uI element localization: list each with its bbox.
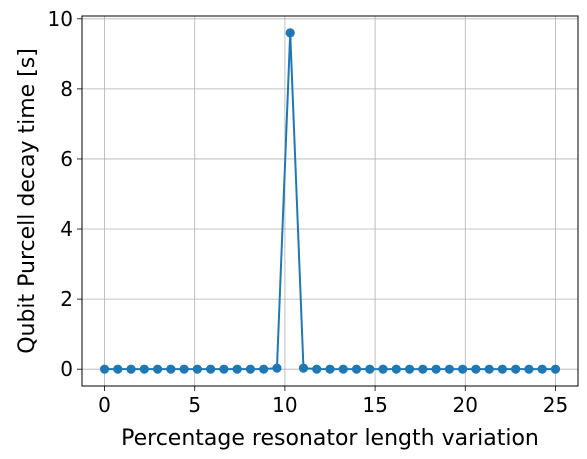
data-point bbox=[391, 364, 401, 374]
y-tick-label: 2 bbox=[60, 287, 73, 311]
data-point bbox=[126, 364, 136, 374]
tick-layer: 0 5 10 15 20 25 0 2 4 6 8 10 bbox=[48, 7, 569, 417]
data-point bbox=[484, 364, 494, 374]
x-tick-label: 20 bbox=[453, 393, 478, 417]
data-point bbox=[444, 364, 454, 374]
data-point bbox=[550, 364, 561, 374]
y-tick-label: 10 bbox=[48, 7, 73, 31]
data-point bbox=[325, 364, 335, 374]
grid-lines bbox=[82, 16, 578, 386]
data-point bbox=[312, 364, 322, 374]
data-point bbox=[179, 364, 189, 374]
data-point bbox=[497, 364, 508, 374]
data-point bbox=[259, 364, 269, 374]
data-point bbox=[285, 28, 295, 38]
data-point bbox=[404, 364, 415, 374]
data-point bbox=[166, 364, 176, 374]
data-point bbox=[458, 364, 468, 374]
data-point bbox=[99, 364, 110, 374]
data-point bbox=[245, 364, 256, 374]
y-tick-label: 6 bbox=[60, 147, 73, 171]
series-layer bbox=[99, 28, 561, 374]
x-tick-label: 5 bbox=[188, 393, 201, 417]
data-point bbox=[139, 364, 149, 374]
data-point bbox=[272, 363, 282, 373]
data-point bbox=[152, 364, 163, 374]
x-tick-label: 15 bbox=[362, 393, 387, 417]
data-point bbox=[511, 364, 521, 374]
y-tick-label: 4 bbox=[60, 217, 73, 241]
data-point bbox=[192, 364, 202, 374]
y-tick-label: 0 bbox=[60, 357, 73, 381]
data-point bbox=[418, 364, 428, 374]
x-tick-label: 0 bbox=[98, 393, 111, 417]
data-point bbox=[113, 364, 123, 374]
data-point bbox=[378, 364, 388, 374]
data-point bbox=[338, 364, 348, 374]
data-point bbox=[537, 364, 547, 374]
x-tick-label: 10 bbox=[272, 393, 297, 417]
plot-frame bbox=[81, 15, 579, 387]
y-tick-label: 8 bbox=[60, 77, 73, 101]
data-point bbox=[524, 364, 534, 374]
data-point bbox=[471, 364, 481, 374]
series-line bbox=[104, 31, 556, 371]
data-point bbox=[219, 364, 229, 374]
data-point bbox=[206, 364, 216, 374]
data-point bbox=[351, 364, 362, 374]
data-point bbox=[431, 364, 441, 374]
x-tick-label: 25 bbox=[543, 393, 568, 417]
data-point bbox=[298, 363, 309, 373]
x-axis-label: Percentage resonator length variation bbox=[121, 426, 539, 451]
data-point bbox=[232, 364, 242, 374]
y-axis-label: Qubit Purcell decay time [s] bbox=[15, 48, 40, 354]
data-point bbox=[365, 364, 375, 374]
